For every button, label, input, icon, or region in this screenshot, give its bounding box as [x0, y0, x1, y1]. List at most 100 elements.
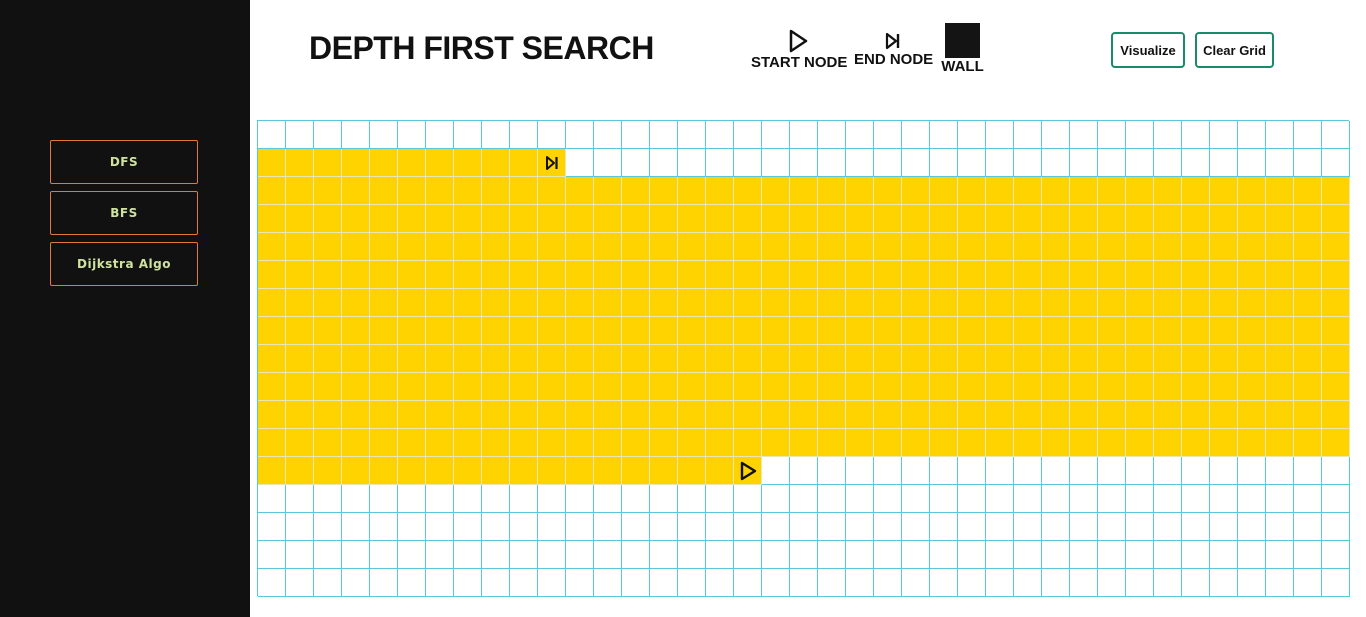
grid-cell[interactable]	[370, 485, 398, 513]
grid-cell[interactable]	[706, 345, 734, 373]
grid-cell[interactable]	[1266, 345, 1294, 373]
grid-cell[interactable]	[566, 177, 594, 205]
grid-cell[interactable]	[790, 457, 818, 485]
grid-cell[interactable]	[454, 429, 482, 457]
grid-cell[interactable]	[650, 345, 678, 373]
grid-cell[interactable]	[1154, 569, 1182, 597]
grid-cell[interactable]	[1042, 373, 1070, 401]
grid-cell[interactable]	[426, 345, 454, 373]
grid-cell[interactable]	[790, 289, 818, 317]
grid-cell[interactable]	[930, 485, 958, 513]
grid-cell[interactable]	[1294, 289, 1322, 317]
grid-cell[interactable]	[818, 457, 846, 485]
grid-cell[interactable]	[1182, 429, 1210, 457]
grid-cell[interactable]	[314, 569, 342, 597]
grid-cell[interactable]	[370, 317, 398, 345]
grid-cell[interactable]	[1098, 485, 1126, 513]
grid-cell[interactable]	[258, 569, 286, 597]
grid-cell[interactable]	[1014, 429, 1042, 457]
grid-cell[interactable]	[706, 513, 734, 541]
grid-cell[interactable]	[650, 457, 678, 485]
grid-cell[interactable]	[986, 485, 1014, 513]
grid-cell[interactable]	[874, 429, 902, 457]
grid-cell[interactable]	[398, 121, 426, 149]
grid-cell[interactable]	[706, 485, 734, 513]
grid-cell[interactable]	[1182, 289, 1210, 317]
grid-cell[interactable]	[538, 317, 566, 345]
grid-cell[interactable]	[958, 149, 986, 177]
grid-cell[interactable]	[1294, 401, 1322, 429]
grid-cell[interactable]	[958, 345, 986, 373]
grid-cell[interactable]	[930, 233, 958, 261]
grid-cell[interactable]	[706, 429, 734, 457]
grid-cell[interactable]	[1210, 317, 1238, 345]
grid-cell[interactable]	[1070, 289, 1098, 317]
grid-cell[interactable]	[566, 233, 594, 261]
grid-cell[interactable]	[846, 541, 874, 569]
grid-cell[interactable]	[1070, 569, 1098, 597]
grid-cell[interactable]	[258, 289, 286, 317]
grid-cell[interactable]	[1182, 485, 1210, 513]
grid-cell[interactable]	[482, 373, 510, 401]
grid-cell[interactable]	[986, 205, 1014, 233]
grid-cell[interactable]	[734, 261, 762, 289]
grid-cell[interactable]	[1182, 401, 1210, 429]
grid-cell[interactable]	[846, 373, 874, 401]
grid-cell[interactable]	[1126, 429, 1154, 457]
grid-cell[interactable]	[930, 289, 958, 317]
grid-cell[interactable]	[790, 233, 818, 261]
grid-cell[interactable]	[538, 541, 566, 569]
grid-cell[interactable]	[370, 541, 398, 569]
grid-cell[interactable]	[314, 457, 342, 485]
grid-cell[interactable]	[706, 233, 734, 261]
grid-cell[interactable]	[398, 429, 426, 457]
grid-cell[interactable]	[958, 205, 986, 233]
grid-cell[interactable]	[286, 541, 314, 569]
grid-cell[interactable]	[1154, 485, 1182, 513]
grid-cell[interactable]	[1210, 345, 1238, 373]
grid-cell[interactable]	[314, 513, 342, 541]
grid-cell[interactable]	[1266, 149, 1294, 177]
grid-cell[interactable]	[594, 569, 622, 597]
grid-cell[interactable]	[706, 401, 734, 429]
grid-cell[interactable]	[482, 289, 510, 317]
grid-cell[interactable]	[1070, 457, 1098, 485]
grid-cell[interactable]	[706, 177, 734, 205]
grid-cell[interactable]	[286, 233, 314, 261]
grid-cell[interactable]	[706, 373, 734, 401]
grid-cell[interactable]	[1210, 569, 1238, 597]
grid-cell[interactable]	[1126, 289, 1154, 317]
grid-cell[interactable]	[1322, 457, 1350, 485]
grid-cell[interactable]	[650, 513, 678, 541]
grid-cell[interactable]	[370, 513, 398, 541]
grid-cell[interactable]	[258, 401, 286, 429]
grid-cell[interactable]	[622, 177, 650, 205]
grid-cell[interactable]	[1322, 177, 1350, 205]
grid-cell[interactable]	[1042, 289, 1070, 317]
grid-cell[interactable]	[342, 121, 370, 149]
grid-cell[interactable]	[650, 485, 678, 513]
grid-cell[interactable]	[846, 401, 874, 429]
grid-cell[interactable]	[1238, 373, 1266, 401]
grid-cell[interactable]	[1238, 149, 1266, 177]
grid-cell[interactable]	[650, 401, 678, 429]
grid-cell[interactable]	[1182, 177, 1210, 205]
grid-cell[interactable]	[594, 485, 622, 513]
grid-cell[interactable]	[566, 261, 594, 289]
grid-cell[interactable]	[958, 429, 986, 457]
grid-cell[interactable]	[650, 429, 678, 457]
grid-cell[interactable]	[1042, 513, 1070, 541]
grid-cell[interactable]	[286, 177, 314, 205]
grid-cell[interactable]	[818, 205, 846, 233]
grid-cell[interactable]	[482, 485, 510, 513]
grid-cell[interactable]	[1294, 485, 1322, 513]
grid-cell[interactable]	[538, 457, 566, 485]
grid-cell[interactable]	[622, 373, 650, 401]
grid-cell[interactable]	[1294, 149, 1322, 177]
grid-cell[interactable]	[986, 317, 1014, 345]
grid-cell[interactable]	[342, 317, 370, 345]
grid-cell[interactable]	[1182, 457, 1210, 485]
grid-cell[interactable]	[314, 401, 342, 429]
grid-cell[interactable]	[874, 457, 902, 485]
grid-cell[interactable]	[902, 485, 930, 513]
